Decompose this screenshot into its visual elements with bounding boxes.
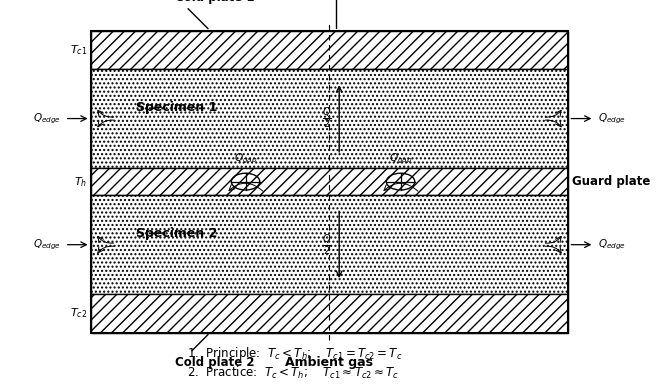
Bar [90,294,569,333]
Text: $Q_{edge}$: $Q_{edge}$ [598,238,625,252]
Text: $\frac{Q}{2}$: $\frac{Q}{2}$ [322,106,331,131]
Bar [90,168,569,195]
Text: $\frac{Q}{2}$: $\frac{Q}{2}$ [322,232,331,257]
Bar [90,31,569,69]
Text: $Q_{edge}$: $Q_{edge}$ [598,112,625,126]
Text: Cold plate 2: Cold plate 2 [175,335,254,369]
Bar [90,31,569,333]
Text: $Q_{gap}$: $Q_{gap}$ [234,152,257,166]
Text: Guard plate: Guard plate [572,175,650,188]
Text: 2.  Practice:  $T_c < T_h$;    $T_{c1} \approx T_{c2} \approx T_c$: 2. Practice: $T_c < T_h$; $T_{c1} \appro… [187,365,400,381]
Text: Specimen 1: Specimen 1 [136,101,217,113]
Text: $T_{c1}$: $T_{c1}$ [70,43,87,57]
Text: Guarded hot plate
(Meter plate): Guarded hot plate (Meter plate) [336,0,659,28]
Text: $T_h$: $T_h$ [74,175,87,188]
Text: $T_{c2}$: $T_{c2}$ [70,307,87,320]
Text: Specimen 2: Specimen 2 [136,227,217,240]
Text: $Q_{edge}$: $Q_{edge}$ [34,112,61,126]
Bar [90,195,569,294]
Bar [90,69,569,168]
Text: 1.  Principle:  $T_c < T_h$;    $T_{c1} = T_{c2} = T_c$: 1. Principle: $T_c < T_h$; $T_{c1} = T_{… [187,345,403,362]
Text: $Q_{edge}$: $Q_{edge}$ [34,238,61,252]
Text: Cold plate 1: Cold plate 1 [175,0,254,29]
Text: $Q_{gap}$: $Q_{gap}$ [389,152,413,166]
Text: Ambient gas: Ambient gas [285,356,374,369]
